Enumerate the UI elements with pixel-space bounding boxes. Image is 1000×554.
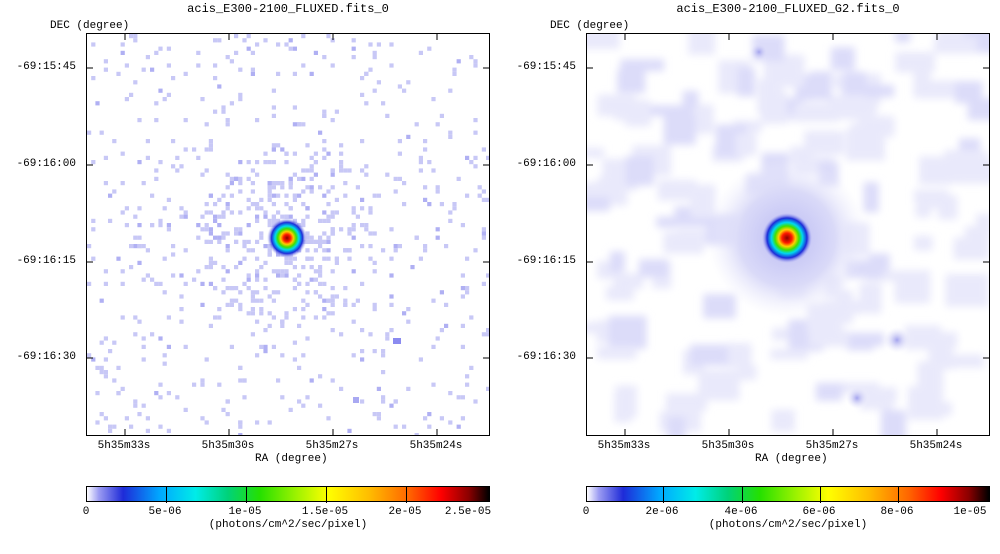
right-colorbar-tick-label: 6e-06 <box>802 506 836 518</box>
left-colorbar-tick-label: 1.5e-05 <box>301 506 349 518</box>
left-faint-source <box>393 338 401 344</box>
right-ra-tick-label: 5h35m30s <box>701 440 755 452</box>
right-dec-tick-label: -69:16:00 <box>516 158 576 170</box>
left-image-title: acis_E300-2100_FLUXED.fits_0 <box>187 2 389 16</box>
left-colorbar-tick-label: 2.5e-05 <box>444 506 492 518</box>
left-colorbar-tick-label: 1e-05 <box>228 506 262 518</box>
left-faint-source <box>353 397 359 403</box>
left-colorbar-unit: (photons/cm^2/sec/pixel) <box>208 519 368 531</box>
right-colorbar-tick-label: 8e-06 <box>880 506 914 518</box>
left-image-panel[interactable] <box>86 33 490 436</box>
right-image-title: acis_E300-2100_FLUXED_G2.fits_0 <box>676 2 900 16</box>
right-colorbar-tick-label: 4e-06 <box>724 506 758 518</box>
left-dec-axis-label: DEC (degree) <box>50 20 130 32</box>
left-colorbar-tick-label: 2e-05 <box>388 506 422 518</box>
left-colorbar-tick-label: 0 <box>82 506 90 518</box>
left-image-raster <box>87 34 489 435</box>
left-dec-tick-label: -69:16:30 <box>16 351 76 363</box>
right-ra-tick-label: 5h35m27s <box>805 440 859 452</box>
right-faint-source <box>846 387 868 409</box>
right-colorbar <box>586 486 990 503</box>
right-colorbar-tick-label: 0 <box>582 506 590 518</box>
right-dec-tick-label: -69:16:30 <box>516 351 576 363</box>
right-faint-source <box>750 43 768 61</box>
right-faint-source <box>884 327 910 353</box>
right-colorbar-unit: (photons/cm^2/sec/pixel) <box>708 519 868 531</box>
left-ra-tick-label: 5h35m30s <box>201 440 255 452</box>
left-ra-tick-label: 5h35m33s <box>97 440 151 452</box>
right-ra-tick-label: 5h35m24s <box>909 440 963 452</box>
left-ra-axis-label: RA (degree) <box>255 453 328 465</box>
left-dec-tick-label: -69:15:45 <box>16 61 76 73</box>
right-bright-source <box>762 213 812 263</box>
right-dec-tick-label: -69:15:45 <box>516 61 576 73</box>
right-colorbar-tick-label: 1e-05 <box>953 506 987 518</box>
right-image-panel[interactable] <box>586 33 990 436</box>
left-dec-tick-label: -69:16:15 <box>16 255 76 267</box>
left-colorbar <box>86 486 490 503</box>
right-colorbar-tick-label: 2e-06 <box>645 506 679 518</box>
left-ra-tick-label: 5h35m24s <box>409 440 463 452</box>
right-dec-axis-label: DEC (degree) <box>550 20 630 32</box>
right-dec-tick-label: -69:16:15 <box>516 255 576 267</box>
left-colorbar-tick-label: 5e-06 <box>148 506 182 518</box>
left-ra-tick-label: 5h35m27s <box>305 440 359 452</box>
left-dec-tick-label: -69:16:00 <box>16 158 76 170</box>
right-ra-tick-label: 5h35m33s <box>597 440 651 452</box>
right-ra-axis-label: RA (degree) <box>755 453 828 465</box>
left-bright-source <box>267 218 307 258</box>
right-image-raster <box>587 34 989 435</box>
